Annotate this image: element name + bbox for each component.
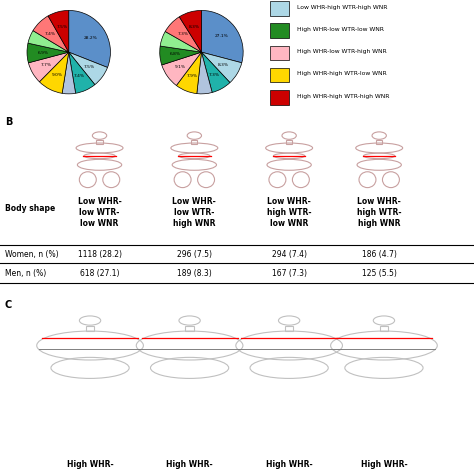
Text: 7.3%: 7.3% [209,73,219,77]
Text: 189 (8.3): 189 (8.3) [177,269,212,278]
Text: 9.0%: 9.0% [52,73,63,77]
Text: High WHR-low WTR-high WNR: High WHR-low WTR-high WNR [297,49,386,54]
Wedge shape [201,10,243,63]
Text: High WHR-: High WHR- [361,460,407,469]
Text: 296 (7.5): 296 (7.5) [177,250,212,259]
Wedge shape [69,52,95,93]
Text: Women, n (%): Women, n (%) [5,250,58,259]
Text: High WHR-high WTR-low WNR: High WHR-high WTR-low WNR [297,72,386,76]
Wedge shape [33,16,69,52]
Wedge shape [201,52,242,82]
FancyBboxPatch shape [270,90,289,105]
Wedge shape [197,52,212,94]
Text: 8.3%: 8.3% [218,64,229,67]
Text: High WHR-low WTR-low WNR: High WHR-low WTR-low WNR [297,27,383,32]
Text: Low WHR-
high WTR-
high WNR: Low WHR- high WTR- high WNR [357,197,401,228]
Wedge shape [69,52,108,85]
FancyBboxPatch shape [270,68,289,82]
Wedge shape [165,17,201,52]
Wedge shape [27,43,69,63]
Wedge shape [160,31,201,52]
Wedge shape [201,52,230,92]
Text: 7.4%: 7.4% [45,32,56,36]
Text: 125 (5.5): 125 (5.5) [362,269,397,278]
Wedge shape [179,10,201,52]
Text: Low WHR-high WTR-high WNR: Low WHR-high WTR-high WNR [297,5,387,10]
Text: High WHR-: High WHR- [166,460,213,469]
Text: 186 (4.7): 186 (4.7) [362,250,397,259]
Text: 7.5%: 7.5% [84,65,95,70]
Wedge shape [160,46,201,65]
Text: High WHR-: High WHR- [67,460,113,469]
Text: Low WHR-
high WTR-
low WNR: Low WHR- high WTR- low WNR [267,197,311,228]
Wedge shape [162,52,201,85]
Text: 8.3%: 8.3% [189,25,200,29]
Text: 6.9%: 6.9% [37,51,48,55]
Text: High WHR-: High WHR- [266,460,312,469]
Wedge shape [28,31,69,52]
Text: Low WHR-
low WTR-
high WNR: Low WHR- low WTR- high WNR [173,197,216,228]
Text: 618 (27.1): 618 (27.1) [80,269,119,278]
Text: 294 (7.4): 294 (7.4) [272,250,307,259]
FancyBboxPatch shape [270,46,289,60]
Text: Men, n (%): Men, n (%) [5,269,46,278]
Text: C: C [5,301,12,310]
Text: 7.4%: 7.4% [74,74,85,78]
Wedge shape [69,10,110,67]
Text: 7.9%: 7.9% [186,74,197,78]
Text: 7.3%: 7.3% [177,32,188,36]
Wedge shape [62,52,76,94]
Text: 28.2%: 28.2% [83,36,97,40]
Text: High WHR-high WTR-high WNR: High WHR-high WTR-high WNR [297,94,389,99]
Text: 6.8%: 6.8% [170,52,181,56]
Text: Body shape: Body shape [5,204,55,213]
Wedge shape [176,52,201,93]
Text: 7.7%: 7.7% [41,63,52,67]
FancyBboxPatch shape [270,1,289,16]
Wedge shape [48,10,69,52]
Text: 1118 (28.2): 1118 (28.2) [78,250,121,259]
Wedge shape [39,52,69,93]
Text: 167 (7.3): 167 (7.3) [272,269,307,278]
Wedge shape [28,52,69,82]
Text: 9.1%: 9.1% [175,65,186,69]
Text: 27.1%: 27.1% [215,34,229,38]
FancyBboxPatch shape [270,23,289,38]
Text: Low WHR-
low WTR-
low WNR: Low WHR- low WTR- low WNR [78,197,121,228]
Text: B: B [5,118,12,128]
Text: 7.5%: 7.5% [56,25,68,29]
